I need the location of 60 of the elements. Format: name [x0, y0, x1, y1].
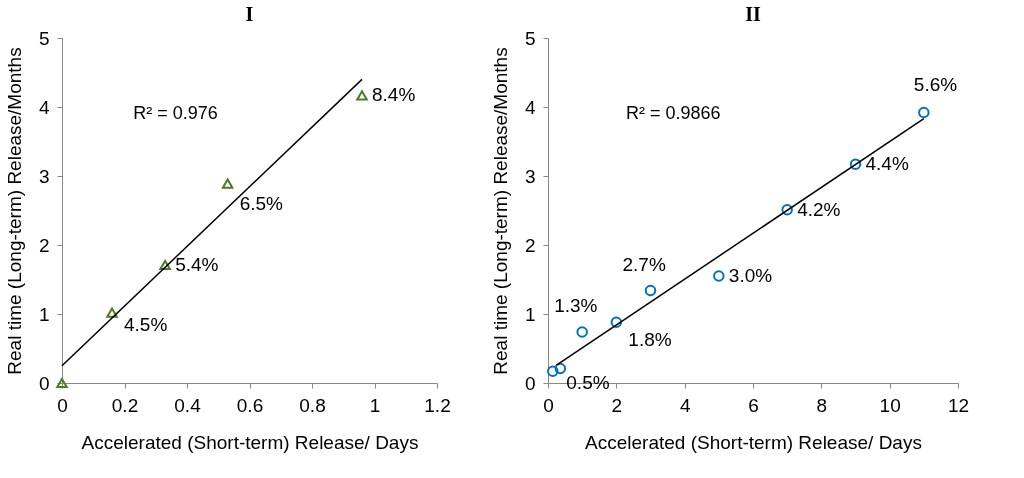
point: [547, 365, 559, 377]
y-tick-label: 5: [524, 27, 536, 49]
annotation: R² = 0.976: [133, 102, 218, 123]
point: [159, 259, 171, 271]
y-tick-label: 1: [38, 303, 50, 325]
x-tick-label: 6: [748, 394, 759, 416]
annotation: 6.5%: [239, 192, 284, 214]
x-tick-label: 8: [816, 394, 828, 416]
x-axis-title: Accelerated (Short-term) Release/ Days: [81, 431, 419, 453]
point: [610, 316, 623, 329]
point: [554, 362, 567, 375]
x-tick-label: 10: [879, 394, 901, 416]
x-tick-label: 0.2: [111, 394, 139, 416]
point: [356, 90, 368, 101]
point: [576, 326, 588, 338]
y-tick-label: 4: [524, 96, 536, 118]
annotation: 1.8%: [628, 329, 672, 351]
x-tick-label: 0.6: [236, 394, 264, 416]
annotation: 5.6%: [913, 73, 958, 95]
point: [918, 106, 930, 119]
y-tick-label: 4: [38, 96, 50, 118]
point: [106, 307, 118, 318]
y-tick-label: 0: [524, 372, 536, 394]
x-axis-title: Accelerated (Short-term) Release/ Days: [585, 431, 922, 453]
annotation: 5.4%: [175, 254, 219, 276]
x-tick-label: 12: [947, 394, 970, 416]
x-tick-label: 2: [611, 394, 623, 416]
y-tick-label: 5: [38, 27, 50, 49]
x-tick-label: 0.4: [174, 394, 202, 416]
point: [221, 178, 234, 189]
y-tick-label: 1: [524, 303, 536, 325]
chart-title: II: [745, 3, 761, 25]
y-axis-title: Real time (Long-term) Release/Months: [489, 47, 511, 375]
point: [713, 270, 725, 282]
annotation: 1.3%: [554, 294, 598, 316]
x-tick-label: 1: [369, 394, 381, 416]
x-tick-label: 0: [57, 394, 68, 416]
point: [644, 284, 657, 297]
annotation: 2.7%: [622, 253, 666, 275]
annotation: 3.0%: [728, 265, 773, 287]
annotation: 8.4%: [372, 84, 416, 106]
annotation: R² = 0.9866: [625, 102, 721, 123]
y-axis-title: Real time (Long-term) Release/Months: [3, 47, 25, 375]
x-tick-label: 0.8: [299, 394, 326, 416]
y-tick-label: 3: [524, 165, 536, 187]
x-tick-label: 1.2: [424, 394, 451, 416]
chart-title: I: [245, 3, 254, 25]
annotation: 4.4%: [865, 153, 909, 175]
point: [56, 377, 68, 389]
point: [849, 158, 862, 170]
y-tick-label: 2: [38, 234, 50, 256]
x-tick-label: 0: [543, 394, 554, 416]
x-tick-label: 4: [679, 394, 691, 416]
annotation: 4.5%: [124, 313, 168, 335]
annotation: 4.2%: [797, 198, 841, 220]
y-tick-label: 2: [524, 234, 536, 256]
y-tick-label: 3: [38, 165, 50, 187]
point: [781, 204, 793, 216]
annotation: 0.5%: [566, 371, 610, 393]
y-tick-label: 0: [38, 372, 50, 394]
